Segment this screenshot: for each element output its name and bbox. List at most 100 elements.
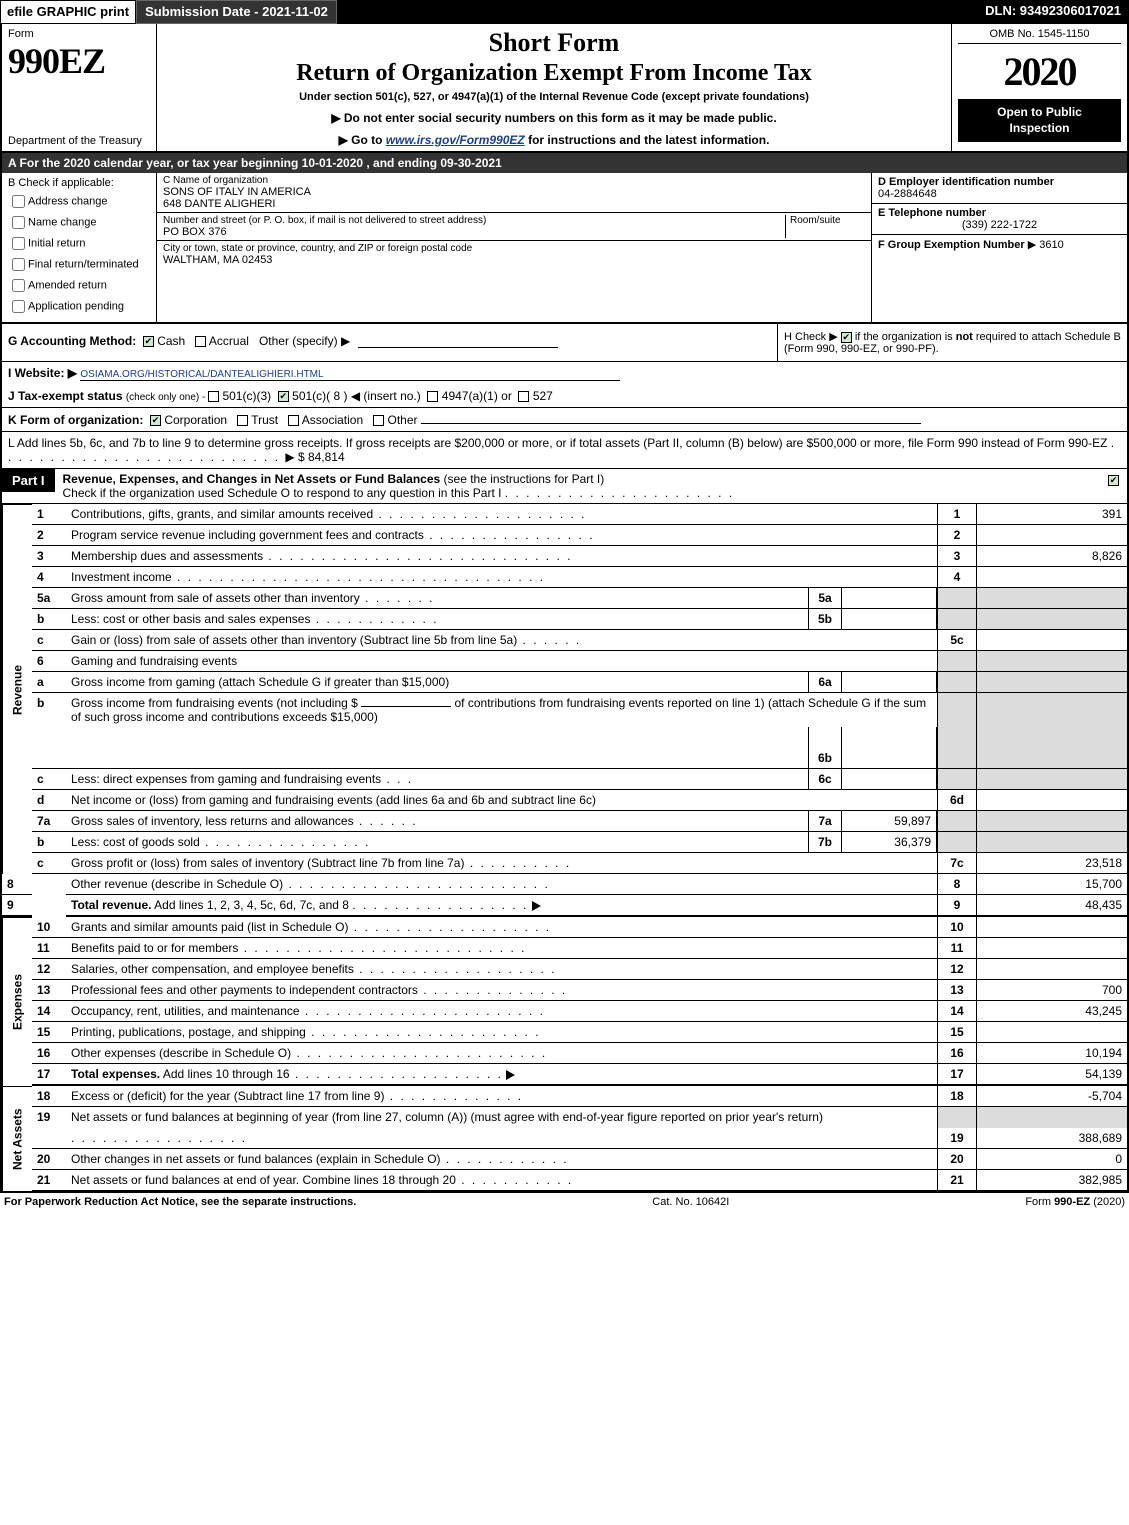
org-city-label: City or town, state or province, country… (163, 243, 865, 254)
row-l-gross-receipts: L Add lines 5b, 6c, and 7b to line 9 to … (0, 432, 1129, 469)
under-section: Under section 501(c), 527, or 4947(a)(1)… (163, 91, 945, 103)
header-right: OMB No. 1545-1150 2020 Open to Public In… (952, 24, 1127, 151)
phone-value: (339) 222-1722 (878, 219, 1121, 231)
row-j-tax-status: J Tax-exempt status (check only one) - 5… (0, 385, 1129, 408)
line-3-no: 3 (32, 546, 66, 567)
check-name-change[interactable]: Name change (8, 213, 150, 232)
j-501c3-checkbox[interactable] (208, 391, 219, 402)
org-name-label: C Name of organization (163, 175, 865, 186)
dln: DLN: 93492306017021 (977, 0, 1129, 24)
line-5a-desc: Gross amount from sale of assets other t… (66, 588, 808, 609)
col-def: D Employer identification number 04-2884… (872, 173, 1127, 322)
line-15-desc: Printing, publications, postage, and shi… (66, 1022, 937, 1043)
line-6b-subval (842, 748, 937, 769)
line-6-no: 6 (32, 651, 66, 672)
line-6-outgrey (937, 651, 977, 672)
line-8-no: 8 (2, 874, 32, 895)
arrow-icon (532, 901, 541, 911)
line-21-desc: Net assets or fund balances at end of ye… (66, 1170, 937, 1191)
h-checkbox[interactable]: ✔ (841, 332, 852, 343)
org-addr-block: Number and street (or P. O. box, if mail… (157, 213, 871, 241)
check-initial-return[interactable]: Initial return (8, 234, 150, 253)
line-9-out: 9 (937, 895, 977, 917)
line-6b-outgrey1 (937, 693, 977, 727)
cash-checkbox[interactable]: ✔ (143, 336, 154, 347)
line-7a-desc: Gross sales of inventory, less returns a… (66, 811, 808, 832)
col-b-checks: B Check if applicable: Address change Na… (2, 173, 157, 322)
check-address-change[interactable]: Address change (8, 192, 150, 211)
row-k-form-org: K Form of organization: ✔ Corporation Tr… (0, 408, 1129, 432)
k-corp-checkbox[interactable]: ✔ (150, 415, 161, 426)
line-17-out: 17 (937, 1064, 977, 1086)
irs-link[interactable]: www.irs.gov/Form990EZ (386, 133, 525, 147)
line-17-no: 17 (32, 1064, 66, 1086)
group-exemption-block: F Group Exemption Number ▶ 3610 (872, 235, 1127, 254)
line-6c-outgrey (937, 769, 977, 790)
form-number: 990EZ (8, 40, 150, 82)
other-method-line (358, 334, 558, 348)
line-7c-desc: Gross profit or (loss) from sales of inv… (66, 853, 937, 874)
website-link[interactable]: OSIAMA.ORG/HISTORICAL/DANTEALIGHIERI.HTM… (80, 369, 323, 380)
j-sub: (check only one) - (126, 392, 208, 403)
line-4-out: 4 (937, 567, 977, 588)
line-18-desc: Excess or (deficit) for the year (Subtra… (66, 1086, 937, 1107)
line-6a-subval (842, 672, 937, 693)
line-6b-spacer1 (66, 727, 808, 748)
k-assoc-checkbox[interactable] (288, 415, 299, 426)
header-center: Short Form Return of Organization Exempt… (157, 24, 952, 151)
line-11-no: 11 (32, 938, 66, 959)
line-6b-valgrey2 (977, 727, 1127, 748)
row-i-website: I Website: ▶ OSIAMA.ORG/HISTORICAL/DANTE… (0, 362, 1129, 385)
department: Department of the Treasury (8, 135, 142, 147)
line-4-desc: Investment income . . . . . . . . . . . … (66, 567, 937, 588)
line-6d-desc: Net income or (loss) from gaming and fun… (66, 790, 937, 811)
group-exemption-value: ▶ 3610 (1028, 239, 1064, 251)
line-16-out: 16 (937, 1043, 977, 1064)
k-trust-checkbox[interactable] (237, 415, 248, 426)
org-info-block: B Check if applicable: Address change Na… (0, 173, 1129, 324)
line-13-out: 13 (937, 980, 977, 1001)
j-4947-checkbox[interactable] (427, 391, 438, 402)
line-5b-outgrey (937, 609, 977, 630)
line-6a-outgrey (937, 672, 977, 693)
k-assoc-label: Association (302, 413, 363, 427)
financial-table: Revenue 1 Contributions, gifts, grants, … (0, 504, 1129, 1191)
line-16-desc: Other expenses (describe in Schedule O) … (66, 1043, 937, 1064)
line-20-desc: Other changes in net assets or fund bala… (66, 1149, 937, 1170)
line-20-val: 0 (977, 1149, 1127, 1170)
line-7c-out: 7c (937, 853, 977, 874)
line-6c-no: c (32, 769, 66, 790)
line-16-no: 16 (32, 1043, 66, 1064)
line-15-val (977, 1022, 1127, 1043)
part-i-desc: Revenue, Expenses, and Changes in Net As… (63, 469, 1108, 503)
line-5a-sub: 5a (808, 588, 842, 609)
line-6a-valgrey (977, 672, 1127, 693)
line-8-desc: Other revenue (describe in Schedule O) .… (66, 874, 937, 895)
line-14-out: 14 (937, 1001, 977, 1022)
footer-mid: Cat. No. 10642I (652, 1196, 729, 1208)
h-text4: (Form 990, 990-EZ, or 990-PF). (784, 343, 939, 355)
j-501c-checkbox[interactable]: ✔ (278, 391, 289, 402)
line-7a-valgrey (977, 811, 1127, 832)
line-4-val (977, 567, 1127, 588)
page-footer: For Paperwork Reduction Act Notice, see … (0, 1191, 1129, 1211)
check-application-pending[interactable]: Application pending (8, 297, 150, 316)
efile-label: efile GRAPHIC print (0, 0, 136, 24)
line-7a-subval: 59,897 (842, 811, 937, 832)
line-1-desc: Contributions, gifts, grants, and simila… (66, 504, 937, 525)
line-1-out: 1 (937, 504, 977, 525)
j-527-checkbox[interactable] (518, 391, 529, 402)
footer-left: For Paperwork Reduction Act Notice, see … (0, 1196, 356, 1208)
part-i-check[interactable]: ✔ (1108, 473, 1119, 487)
line-6a-no: a (32, 672, 66, 693)
arrow-icon-2 (506, 1070, 515, 1080)
check-amended-return[interactable]: Amended return (8, 276, 150, 295)
line-8-val: 15,700 (977, 874, 1127, 895)
tax-year: 2020 (958, 48, 1121, 95)
accrual-checkbox[interactable] (195, 336, 206, 347)
check-final-return[interactable]: Final return/terminated (8, 255, 150, 274)
col-b-label: B Check if applicable: (8, 177, 150, 189)
k-other-checkbox[interactable] (373, 415, 384, 426)
line-19-out: 19 (937, 1128, 977, 1149)
line-2-no: 2 (32, 525, 66, 546)
